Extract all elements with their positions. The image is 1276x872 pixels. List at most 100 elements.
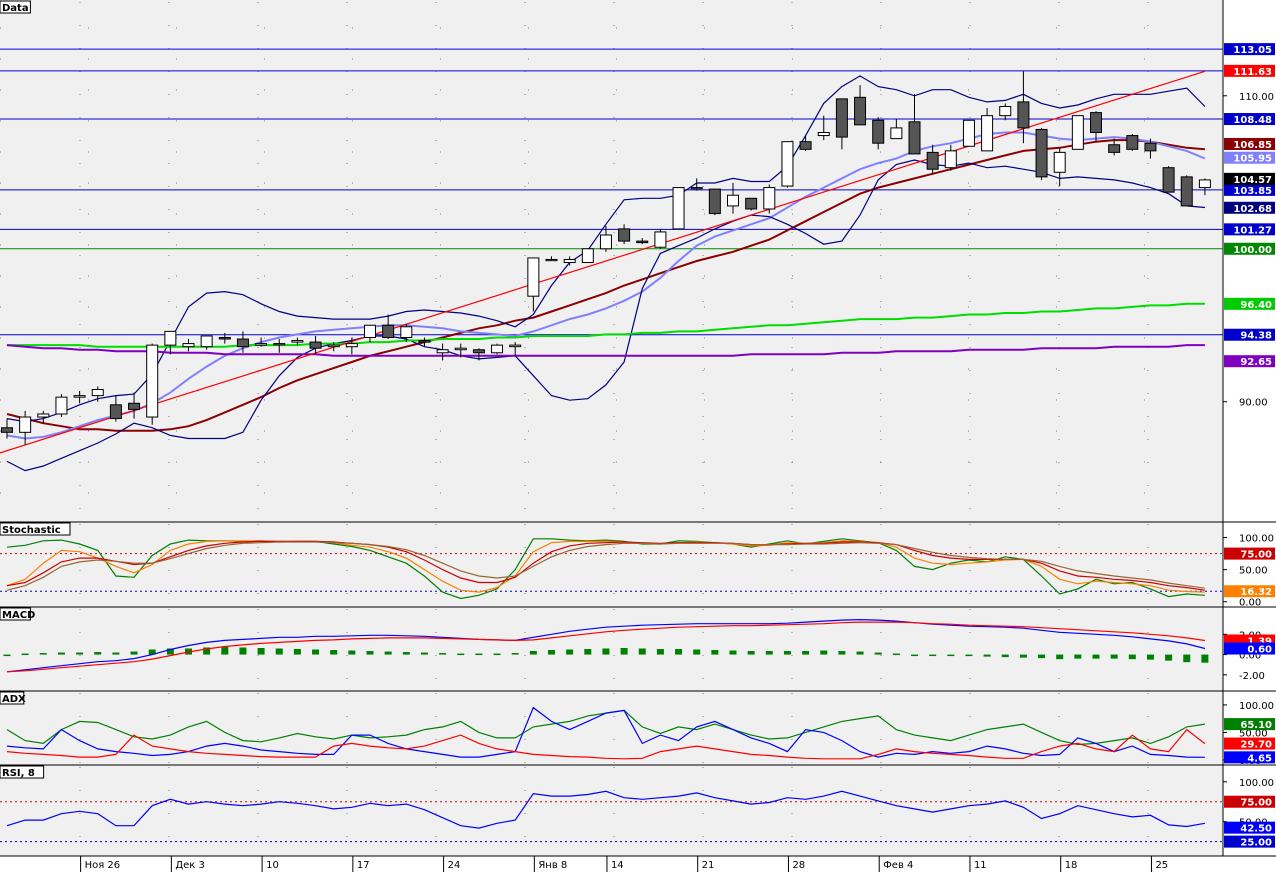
- candle-body: [908, 121, 921, 155]
- histogram-bar: [39, 653, 47, 655]
- histogram-bar: [1183, 654, 1191, 663]
- series-line: [6, 790, 1206, 829]
- candle-body: [454, 347, 467, 351]
- value-badge: 4.65: [1224, 751, 1275, 764]
- value-badge-box: [1224, 585, 1275, 598]
- value-badge-box: [1224, 547, 1275, 560]
- histogram-bar: [457, 653, 465, 656]
- histogram-bar: [602, 648, 610, 655]
- candle-body: [890, 127, 903, 140]
- candle-body: [563, 258, 576, 264]
- histogram-bar: [3, 654, 11, 657]
- histogram-bar: [566, 649, 574, 655]
- candle-body: [19, 416, 32, 433]
- histogram-bar: [402, 652, 410, 655]
- candle-body: [1, 427, 13, 433]
- candle-body: [872, 119, 885, 144]
- candle-body: [581, 248, 594, 264]
- panel-title: MACD: [0, 607, 35, 621]
- candle-body: [436, 349, 449, 354]
- trend-line: [0, 70, 1206, 454]
- value-badge: 29.70: [1224, 737, 1275, 751]
- value-badge: 104.57: [1224, 172, 1275, 186]
- candle-body: [981, 115, 994, 152]
- value-badge-label: 108.48: [1233, 115, 1272, 126]
- candles: [1, 71, 1211, 445]
- candle-body: [73, 395, 86, 398]
- candle-body: [164, 330, 177, 346]
- candle-body: [1053, 151, 1066, 173]
- candle-body: [236, 338, 249, 348]
- y-tick-label: 90.00: [1239, 398, 1268, 409]
- candle-body: [91, 389, 104, 397]
- candle-body: [690, 187, 703, 190]
- candle-body: [382, 324, 395, 338]
- histogram-bar: [729, 650, 737, 655]
- x-axis: Ноя 26 Дек 3 10 17 24 Янв 8 14 21 28 Фев 4 11 18 25: [0, 855, 1276, 872]
- panel-title: Stochastic: [0, 522, 71, 536]
- y-tick-label: 0.00: [1239, 651, 1261, 662]
- x-tick-label: 21: [702, 860, 715, 871]
- histogram-bar: [420, 652, 428, 655]
- x-tick-label: Фев 4: [883, 860, 913, 871]
- histogram-bar: [239, 647, 247, 655]
- value-badge-label: 65.10: [1240, 720, 1272, 731]
- candle-body: [55, 396, 68, 415]
- value-badge-box: [1224, 223, 1275, 236]
- plot-background: [0, 0, 1223, 856]
- value-badge-label: 100.00: [1233, 245, 1272, 256]
- value-badge-label: 42.50: [1240, 824, 1272, 835]
- value-badge-box: [1224, 835, 1275, 848]
- value-badge: 100.00: [1224, 242, 1275, 256]
- candle-body: [636, 240, 649, 244]
- value-badge-label: 101.27: [1233, 225, 1272, 236]
- histogram-bar: [765, 651, 773, 655]
- histogram-bar: [675, 649, 683, 655]
- value-badge: 0.60: [1224, 642, 1275, 655]
- histogram-bar: [656, 649, 664, 655]
- candle-body: [1035, 128, 1048, 178]
- candle-body: [1162, 167, 1175, 193]
- value-badge: 92.65: [1224, 355, 1275, 368]
- histogram-bar: [1146, 654, 1154, 660]
- panel-title-text: Data: [2, 3, 29, 14]
- histogram-bar: [330, 650, 338, 655]
- value-badge-label: 1.39: [1247, 636, 1272, 647]
- panel-title-box: [0, 691, 25, 705]
- value-badge-label: 0.60: [1247, 644, 1272, 655]
- value-badge-box: [1224, 172, 1275, 185]
- histogram-bar: [874, 652, 882, 655]
- candle-body: [109, 404, 122, 420]
- ma-line: [6, 139, 1205, 432]
- ma-line: [6, 131, 1206, 440]
- candle-body: [200, 335, 213, 348]
- value-badge: 108.48: [1224, 113, 1275, 126]
- value-badge-box: [1224, 113, 1275, 126]
- candle-body: [1071, 115, 1084, 150]
- value-badge: 94.38: [1224, 328, 1275, 342]
- y-tick-label: -2.00: [1239, 671, 1265, 682]
- candle-body: [1144, 142, 1157, 152]
- candle-body: [491, 344, 504, 354]
- y-tick-label: 100.00: [1239, 701, 1274, 712]
- candle-body: [745, 197, 758, 210]
- value-badge-box: [1224, 297, 1275, 310]
- histogram-bar: [166, 648, 174, 655]
- value-badge: 16.32: [1224, 585, 1275, 598]
- histogram-bar: [584, 649, 592, 655]
- histogram-bar: [130, 651, 138, 655]
- candle-body: [37, 413, 50, 418]
- value-badge-box: [1224, 64, 1275, 77]
- panel-title: RSI, 8: [0, 765, 45, 779]
- y-tick-label: 100.00: [1239, 778, 1274, 789]
- candle-body: [944, 150, 957, 169]
- value-badge-label: 106.85: [1233, 140, 1272, 151]
- value-badge-label: 103.85: [1233, 186, 1272, 197]
- candle-body: [182, 343, 195, 348]
- value-badge: 111.63: [1224, 64, 1275, 78]
- histogram-bar: [475, 653, 483, 656]
- panel-stochastic: 100.00 50.00 0.00 75.00 16.32 Stochastic: [0, 522, 1276, 609]
